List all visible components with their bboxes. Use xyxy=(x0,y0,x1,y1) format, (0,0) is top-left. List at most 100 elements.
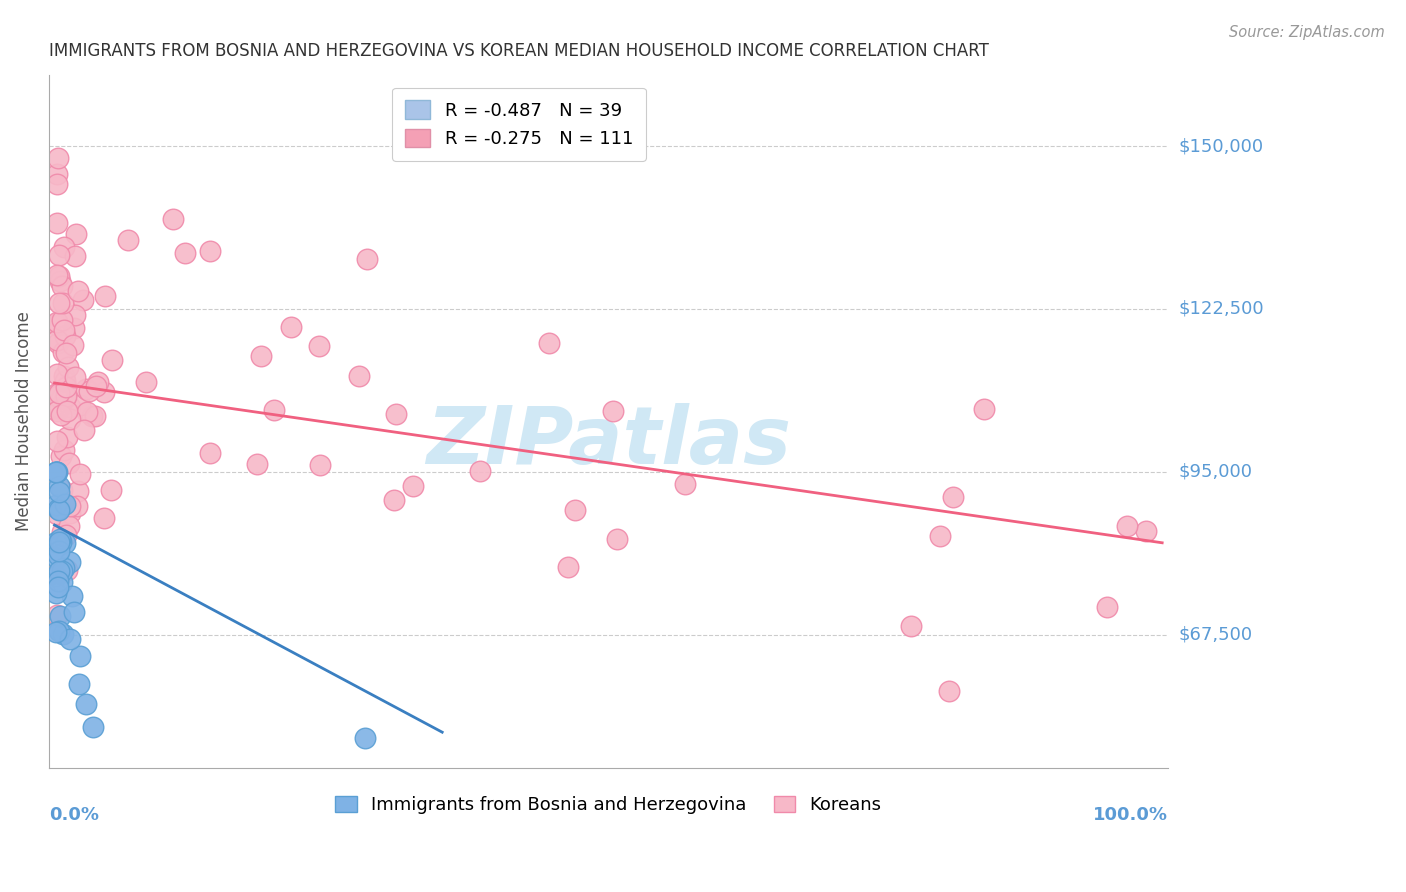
Point xyxy=(606,533,628,547)
Point xyxy=(48,544,70,558)
Point xyxy=(280,320,302,334)
Point xyxy=(53,240,76,254)
Point xyxy=(1115,519,1137,533)
Point xyxy=(347,368,370,383)
Point xyxy=(246,457,269,471)
Point xyxy=(58,359,80,374)
Point xyxy=(162,211,184,226)
Point xyxy=(52,560,75,574)
Point xyxy=(75,382,97,396)
Point xyxy=(45,167,67,181)
Point xyxy=(51,313,73,327)
Text: $95,000: $95,000 xyxy=(1178,463,1253,481)
Point xyxy=(200,446,222,460)
Text: $67,500: $67,500 xyxy=(1178,625,1253,643)
Point xyxy=(263,403,285,417)
Point xyxy=(56,430,79,444)
Point xyxy=(63,249,86,263)
Point xyxy=(63,321,86,335)
Point xyxy=(173,245,195,260)
Point xyxy=(45,550,67,565)
Text: $150,000: $150,000 xyxy=(1178,137,1264,155)
Point xyxy=(48,268,70,283)
Legend: Immigrants from Bosnia and Herzegovina, Koreans: Immigrants from Bosnia and Herzegovina, … xyxy=(328,789,889,821)
Point xyxy=(62,338,84,352)
Point xyxy=(63,308,86,322)
Point xyxy=(45,465,67,479)
Point xyxy=(93,511,115,525)
Point xyxy=(58,401,80,415)
Point xyxy=(48,624,70,639)
Point xyxy=(84,379,107,393)
Point xyxy=(55,346,77,360)
Point xyxy=(55,389,77,403)
Point xyxy=(51,278,73,293)
Point xyxy=(973,402,995,417)
Point xyxy=(87,375,110,389)
Point xyxy=(45,508,67,522)
Point xyxy=(52,344,75,359)
Point xyxy=(48,503,70,517)
Point xyxy=(45,268,67,282)
Y-axis label: Median Household Income: Median Household Income xyxy=(15,311,32,532)
Point xyxy=(48,248,70,262)
Point xyxy=(45,569,67,583)
Point xyxy=(45,403,67,417)
Point xyxy=(77,384,100,398)
Point xyxy=(48,385,70,400)
Point xyxy=(59,555,82,569)
Point xyxy=(69,398,91,412)
Point xyxy=(49,449,72,463)
Point xyxy=(675,477,697,491)
Point xyxy=(385,408,408,422)
Point xyxy=(66,284,89,298)
Point xyxy=(75,697,97,711)
Point xyxy=(59,632,82,647)
Point xyxy=(45,216,67,230)
Point xyxy=(51,525,73,540)
Point xyxy=(900,619,922,633)
Point xyxy=(48,608,70,623)
Point xyxy=(117,233,139,247)
Point xyxy=(45,368,67,382)
Point xyxy=(59,411,82,425)
Point xyxy=(1135,524,1157,538)
Point xyxy=(1095,600,1118,615)
Text: ZIPatlas: ZIPatlas xyxy=(426,403,790,481)
Point xyxy=(52,323,75,337)
Point xyxy=(557,560,579,574)
Point xyxy=(308,339,330,353)
Point xyxy=(66,499,89,513)
Point xyxy=(45,534,67,549)
Point xyxy=(45,465,67,479)
Point xyxy=(56,563,79,577)
Point xyxy=(45,434,67,448)
Point xyxy=(135,375,157,389)
Point xyxy=(82,409,104,424)
Point xyxy=(46,152,69,166)
Point xyxy=(48,336,70,351)
Point xyxy=(45,625,67,640)
Text: 100.0%: 100.0% xyxy=(1092,805,1168,824)
Point xyxy=(53,329,76,343)
Point xyxy=(63,369,86,384)
Point xyxy=(942,490,965,504)
Point xyxy=(308,458,330,472)
Point xyxy=(48,401,70,415)
Point xyxy=(101,352,124,367)
Point xyxy=(45,465,67,479)
Point xyxy=(49,534,72,549)
Point xyxy=(45,465,67,479)
Point xyxy=(382,493,405,508)
Point xyxy=(63,605,86,619)
Point xyxy=(929,529,952,543)
Point xyxy=(72,293,94,307)
Point xyxy=(46,389,69,403)
Point xyxy=(46,574,69,588)
Point xyxy=(49,274,72,288)
Point xyxy=(53,535,76,549)
Point xyxy=(602,404,624,418)
Point xyxy=(52,295,75,310)
Point xyxy=(45,586,67,600)
Point xyxy=(51,483,73,497)
